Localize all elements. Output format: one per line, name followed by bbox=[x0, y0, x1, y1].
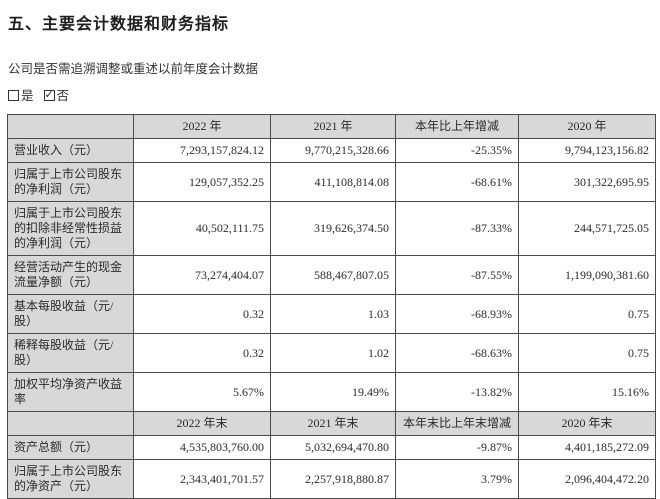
table-row-net-profit: 归属于上市公司股东的净利润（元） 129,057,352.25 411,108,… bbox=[7, 162, 656, 202]
table-cell: 7,293,157,824.12 bbox=[133, 138, 271, 163]
table-cell: -13.82% bbox=[395, 372, 519, 412]
table-row-net-assets: 归属于上市公司股东的净资产（元） 2,343,401,701.57 2,257,… bbox=[7, 459, 656, 499]
table-cell: 0.75 bbox=[518, 333, 656, 373]
restatement-question: 公司是否需追溯调整或重述以前年度会计数据 bbox=[8, 62, 259, 76]
section-title: 五、主要会计数据和财务指标 bbox=[8, 16, 230, 33]
row-label: 资产总额（元） bbox=[7, 435, 134, 460]
table-cell: 1.03 bbox=[270, 294, 396, 334]
table-cell: 129,057,352.25 bbox=[133, 162, 271, 202]
table-cell: -68.63% bbox=[395, 333, 519, 373]
table-cell: 2,257,918,880.87 bbox=[270, 459, 396, 499]
row-label: 经营活动产生的现金流量净额（元） bbox=[7, 255, 134, 295]
corner-cell bbox=[7, 411, 134, 436]
table-cell: 5.67% bbox=[133, 372, 271, 412]
table-row-weighted-roe: 加权平均净资产收益率 5.67% 19.49% -13.82% 15.16% bbox=[7, 372, 656, 412]
table-cell: 2,343,401,701.57 bbox=[133, 459, 271, 499]
option-no: 否 bbox=[43, 88, 70, 103]
table-row-basic-eps: 基本每股收益（元/股） 0.32 1.03 -68.93% 0.75 bbox=[7, 294, 656, 334]
restatement-options: 是否 bbox=[8, 85, 654, 104]
table-cell: 0.75 bbox=[518, 294, 656, 334]
column-header-change-end: 本年末比上年末增减 bbox=[395, 411, 519, 436]
table-cell: -68.61% bbox=[395, 162, 519, 202]
column-header-2022-end: 2022 年末 bbox=[133, 411, 271, 436]
column-header-change: 本年比上年增减 bbox=[395, 114, 519, 139]
corner-cell bbox=[7, 114, 134, 139]
table-cell: 15.16% bbox=[518, 372, 656, 412]
table-cell: 9,770,215,328.66 bbox=[270, 138, 396, 163]
row-label: 稀释每股收益（元/股） bbox=[7, 333, 134, 373]
table-cell: -87.55% bbox=[395, 255, 519, 295]
checkbox-checked-icon bbox=[43, 88, 55, 102]
table-cell: 40,502,111.75 bbox=[133, 201, 271, 256]
row-label: 基本每股收益（元/股） bbox=[7, 294, 134, 334]
table-cell: 4,535,803,760.00 bbox=[133, 435, 271, 460]
table-cell: -68.93% bbox=[395, 294, 519, 334]
table-cell: 244,571,725.05 bbox=[518, 201, 656, 256]
table-row-total-assets: 资产总额（元） 4,535,803,760.00 5,032,694,470.8… bbox=[7, 435, 656, 460]
row-label: 营业收入（元） bbox=[7, 138, 134, 163]
row-label: 加权平均净资产收益率 bbox=[7, 372, 134, 412]
table-row-net-profit-deducted: 归属于上市公司股东的扣除非经常性损益的净利润（元） 40,502,111.75 … bbox=[7, 201, 656, 256]
financial-indicators-table: 2022 年 2021 年 本年比上年增减 2020 年 营业收入（元） 7,2… bbox=[7, 114, 656, 499]
column-header-2021-end: 2021 年末 bbox=[270, 411, 396, 436]
table-cell: 9,794,123,156.82 bbox=[518, 138, 656, 163]
table-cell: -25.35% bbox=[395, 138, 519, 163]
table-cell: 3.79% bbox=[395, 459, 519, 499]
row-label: 归属于上市公司股东的净资产（元） bbox=[7, 459, 134, 499]
table-cell: 4,401,185,272.09 bbox=[518, 435, 656, 460]
table-cell: 0.32 bbox=[133, 333, 271, 373]
column-header-2022: 2022 年 bbox=[133, 114, 271, 139]
table-cell: 319,626,374.50 bbox=[270, 201, 396, 256]
table-row-diluted-eps: 稀释每股收益（元/股） 0.32 1.02 -68.63% 0.75 bbox=[7, 333, 656, 373]
column-header-2020-end: 2020 年末 bbox=[518, 411, 656, 436]
table-cell: 1.02 bbox=[270, 333, 396, 373]
table-cell: 588,467,807.05 bbox=[270, 255, 396, 295]
table-cell: 0.32 bbox=[133, 294, 271, 334]
table-cell: 5,032,694,470.80 bbox=[270, 435, 396, 460]
table-cell: 19.49% bbox=[270, 372, 396, 412]
table-cell: 411,108,814.08 bbox=[270, 162, 396, 202]
table-row-revenue: 营业收入（元） 7,293,157,824.12 9,770,215,328.6… bbox=[7, 138, 656, 163]
row-label: 归属于上市公司股东的净利润（元） bbox=[7, 162, 134, 202]
table-cell: 1,199,090,381.60 bbox=[518, 255, 656, 295]
checkbox-unchecked-icon bbox=[8, 90, 19, 101]
option-yes-label: 是 bbox=[21, 89, 34, 103]
annual-header-row: 2022 年 2021 年 本年比上年增减 2020 年 bbox=[7, 114, 656, 139]
yearend-header-row: 2022 年末 2021 年末 本年末比上年末增减 2020 年末 bbox=[7, 411, 656, 436]
table-cell: 73,274,404.07 bbox=[133, 255, 271, 295]
table-cell: -87.33% bbox=[395, 201, 519, 256]
option-yes: 是 bbox=[8, 89, 34, 103]
column-header-2020: 2020 年 bbox=[518, 114, 656, 139]
row-label: 归属于上市公司股东的扣除非经常性损益的净利润（元） bbox=[7, 201, 134, 256]
option-no-label: 否 bbox=[56, 89, 70, 103]
table-cell: 301,322,695.95 bbox=[518, 162, 656, 202]
column-header-2021: 2021 年 bbox=[270, 114, 396, 139]
table-cell: -9.87% bbox=[395, 435, 519, 460]
table-cell: 2,096,404,472.20 bbox=[518, 459, 656, 499]
table-row-operating-cash-flow: 经营活动产生的现金流量净额（元） 73,274,404.07 588,467,8… bbox=[7, 255, 656, 295]
